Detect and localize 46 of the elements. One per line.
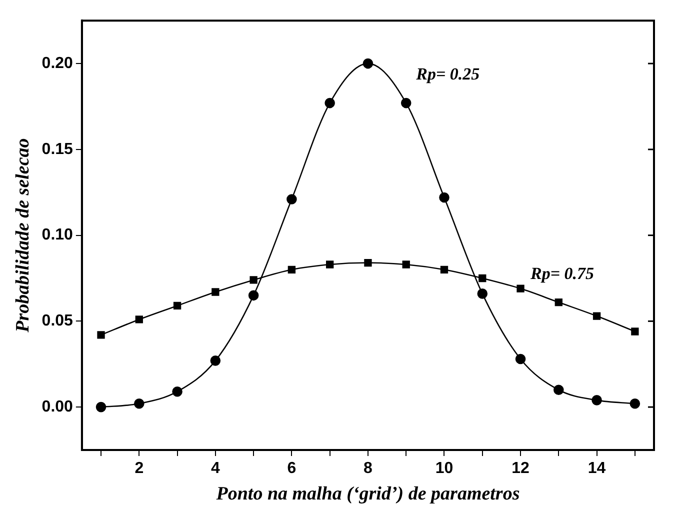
point — [631, 328, 639, 336]
point — [440, 266, 448, 274]
point — [439, 192, 450, 203]
x-tick-label: 12 — [512, 460, 530, 478]
point — [210, 356, 221, 366]
point — [630, 398, 640, 409]
point — [248, 290, 259, 301]
point — [402, 260, 410, 268]
point — [592, 395, 602, 406]
x-tick-label: 2 — [134, 460, 144, 478]
point — [286, 194, 297, 204]
point — [288, 266, 296, 274]
point — [324, 98, 335, 108]
point — [362, 58, 374, 69]
x-tick-label: 6 — [287, 460, 296, 478]
point — [515, 354, 526, 364]
series-label: Rp= 0.25 — [415, 64, 480, 84]
point — [477, 288, 488, 299]
x-tick-label: 4 — [210, 460, 220, 478]
y-tick-label: 0.10 — [42, 226, 74, 244]
point — [173, 302, 182, 310]
point — [516, 284, 524, 292]
point — [134, 398, 144, 409]
point — [212, 288, 220, 296]
x-axis-title: Ponto na malha (‘grid’) de parametros — [215, 484, 520, 505]
point — [400, 98, 412, 108]
x-tick-label: 14 — [588, 460, 606, 478]
point — [326, 260, 334, 268]
point — [478, 274, 486, 282]
y-tick-label: 0.05 — [42, 312, 74, 330]
point — [172, 386, 182, 397]
x-tick-label: 10 — [435, 460, 454, 478]
point — [97, 331, 105, 339]
point — [250, 276, 258, 284]
point — [364, 258, 372, 267]
series-label: Rp= 0.75 — [530, 264, 595, 283]
y-tick-label: 0.15 — [42, 140, 74, 158]
x-tick-label: 8 — [364, 460, 373, 478]
y-tick-label: 0.00 — [42, 398, 74, 416]
point — [135, 316, 143, 324]
point — [554, 384, 564, 396]
y-tick-label: 0.20 — [42, 54, 74, 72]
point — [554, 298, 562, 306]
point — [96, 402, 106, 412]
y-axis-title: Probabilidade de selecao — [12, 138, 34, 334]
point — [592, 312, 601, 320]
